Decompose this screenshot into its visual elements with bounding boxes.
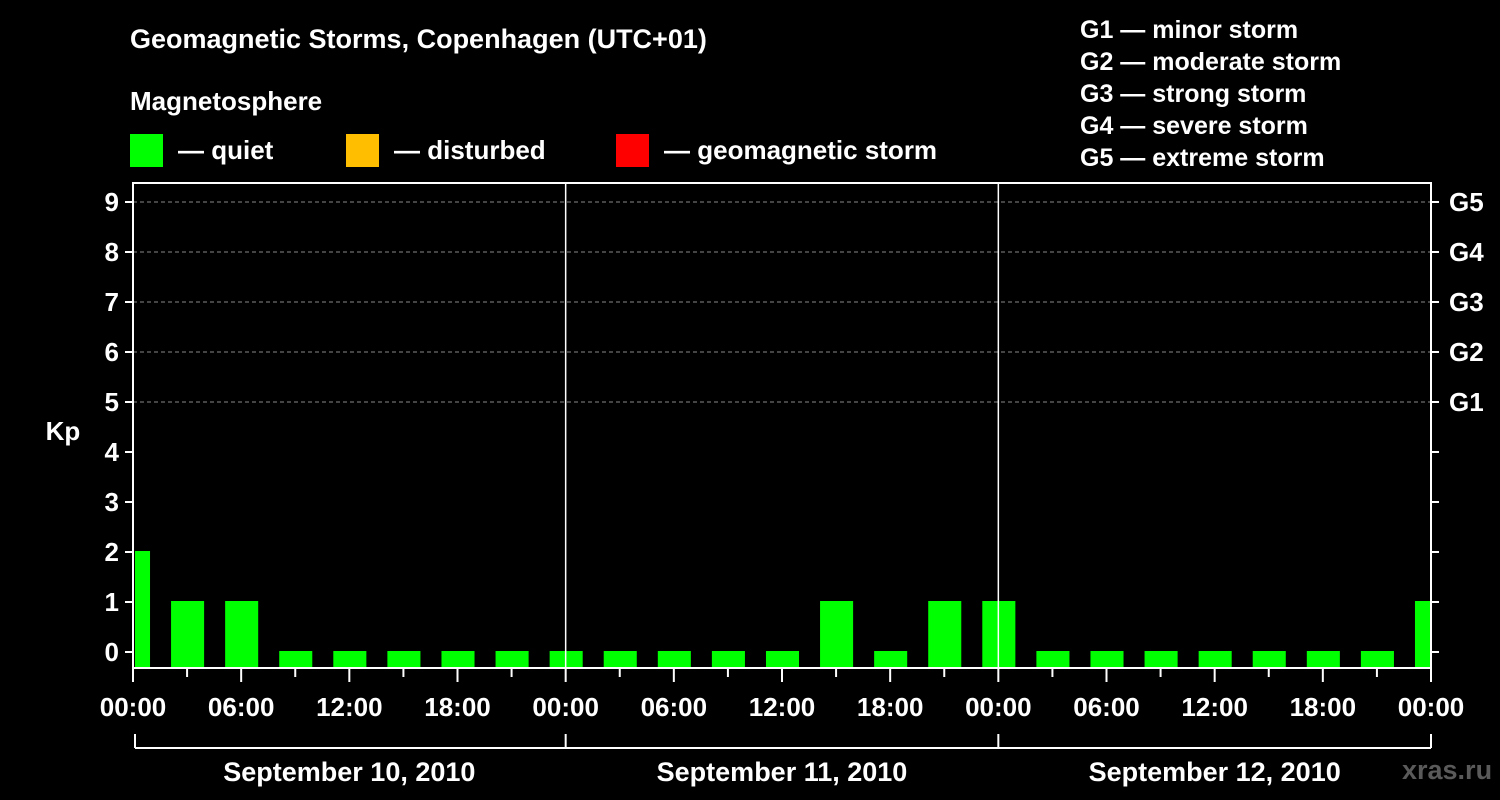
- x-tick-label: 00:00: [532, 692, 599, 722]
- kp-bar-6: [441, 651, 475, 668]
- legend-item-quiet: — quiet: [130, 133, 273, 167]
- legend-item-storm: — geomagnetic storm: [616, 133, 937, 167]
- g-scale-g5: G5 — extreme storm: [1080, 144, 1325, 172]
- legend-label-disturbed: — disturbed: [394, 134, 546, 165]
- y-tick-label: 7: [105, 287, 119, 317]
- g-axis-label: G5: [1449, 187, 1484, 217]
- kp-bar-0: [135, 551, 151, 668]
- x-tick-label: 12:00: [1181, 692, 1248, 722]
- x-tick-label: 00:00: [1398, 692, 1465, 722]
- day-label: September 10, 2010: [223, 757, 475, 787]
- y-tick-label: 8: [105, 237, 119, 267]
- y-axis-label: Kp: [46, 416, 81, 446]
- legend-title: Magnetosphere: [130, 86, 323, 116]
- x-tick-label: 12:00: [749, 692, 816, 722]
- x-tick-label: 00:00: [965, 692, 1032, 722]
- g-axis-label: G3: [1449, 287, 1484, 317]
- y-tick-label: 3: [105, 487, 119, 517]
- legend-swatch-disturbed: [346, 133, 379, 167]
- kp-bar-20: [1198, 651, 1232, 668]
- kp-bar-10: [657, 651, 691, 668]
- kp-bar-24: [1414, 601, 1430, 668]
- kp-bar-4: [333, 651, 367, 668]
- g-axis-label: G2: [1449, 337, 1484, 367]
- kp-bar-1: [171, 601, 205, 668]
- kp-bar-18: [1090, 651, 1124, 668]
- kp-bar-3: [279, 651, 313, 668]
- kp-bar-12: [765, 651, 800, 668]
- legend-label-storm: — geomagnetic storm: [664, 134, 938, 165]
- g-axis-label: G1: [1449, 387, 1484, 417]
- kp-bar-11: [711, 651, 745, 668]
- kp-bar-9: [603, 651, 637, 668]
- legend-label-quiet: — quiet: [178, 134, 274, 165]
- g-scale-g1: G1 — minor storm: [1080, 16, 1299, 44]
- plot-frame: [132, 182, 1432, 669]
- kp-bar-2: [225, 601, 259, 668]
- day-label: September 11, 2010: [657, 757, 908, 787]
- day-label: September 12, 2010: [1089, 757, 1341, 787]
- x-tick-label: 06:00: [1073, 692, 1140, 722]
- kp-bar-21: [1252, 651, 1286, 668]
- x-tick-label: 18:00: [1290, 692, 1357, 722]
- kp-bar-23: [1360, 651, 1394, 668]
- x-tick-label: 06:00: [208, 692, 275, 722]
- y-tick-label: 5: [105, 387, 119, 417]
- kp-bar-13: [820, 601, 854, 668]
- x-tick-label: 18:00: [857, 692, 924, 722]
- x-tick-label: 06:00: [641, 692, 708, 722]
- kp-bar-19: [1144, 651, 1178, 668]
- g-axis-label: G4: [1449, 237, 1484, 267]
- watermark: xras.ru: [1402, 755, 1493, 785]
- chart-title: Geomagnetic Storms, Copenhagen (UTC+01): [130, 24, 707, 54]
- kp-bar-14: [874, 651, 908, 668]
- legend-swatch-quiet: [130, 133, 163, 167]
- kp-bar-5: [387, 651, 421, 668]
- kp-bar-15: [928, 601, 962, 668]
- kp-bar-7: [495, 651, 529, 668]
- y-tick-label: 1: [105, 587, 119, 617]
- y-tick-label: 2: [105, 537, 119, 567]
- g-scale-legend: G1 — minor storm G2 — moderate storm G3 …: [1080, 14, 1341, 174]
- g-scale-g4: G4 — severe storm: [1080, 112, 1308, 140]
- y-tick-label: 4: [105, 437, 120, 467]
- x-tick-label: 12:00: [316, 692, 383, 722]
- y-tick-label: 9: [105, 187, 119, 217]
- y-tick-label: 6: [105, 337, 119, 367]
- g-scale-g2: G2 — moderate storm: [1080, 48, 1342, 76]
- legend-swatch-storm: [616, 133, 649, 167]
- x-tick-label: 00:00: [100, 692, 167, 722]
- y-tick-label: 0: [105, 637, 119, 667]
- kp-bar-17: [1036, 651, 1070, 668]
- legend-item-disturbed: — disturbed: [346, 133, 546, 167]
- kp-bar-22: [1306, 651, 1340, 668]
- x-tick-label: 18:00: [424, 692, 491, 722]
- g-scale-g3: G3 — strong storm: [1080, 80, 1307, 108]
